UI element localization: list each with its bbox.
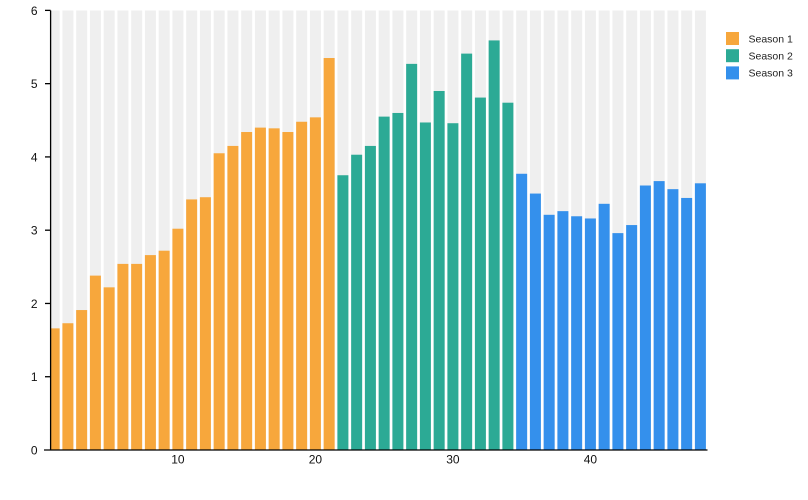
- svg-text:40: 40: [584, 453, 598, 467]
- svg-text:1: 1: [31, 370, 38, 384]
- svg-text:5: 5: [31, 77, 38, 91]
- svg-text:10: 10: [171, 453, 185, 467]
- svg-text:4: 4: [31, 150, 38, 164]
- svg-text:6: 6: [31, 4, 38, 18]
- svg-text:2: 2: [31, 297, 38, 311]
- svg-text:Season 1: Season 1: [749, 33, 794, 45]
- svg-text:30: 30: [446, 453, 460, 467]
- svg-text:Season 3: Season 3: [749, 68, 794, 80]
- svg-text:Season 2: Season 2: [749, 51, 794, 63]
- svg-text:20: 20: [309, 453, 323, 467]
- svg-text:3: 3: [31, 224, 38, 238]
- svg-text:0: 0: [31, 444, 38, 458]
